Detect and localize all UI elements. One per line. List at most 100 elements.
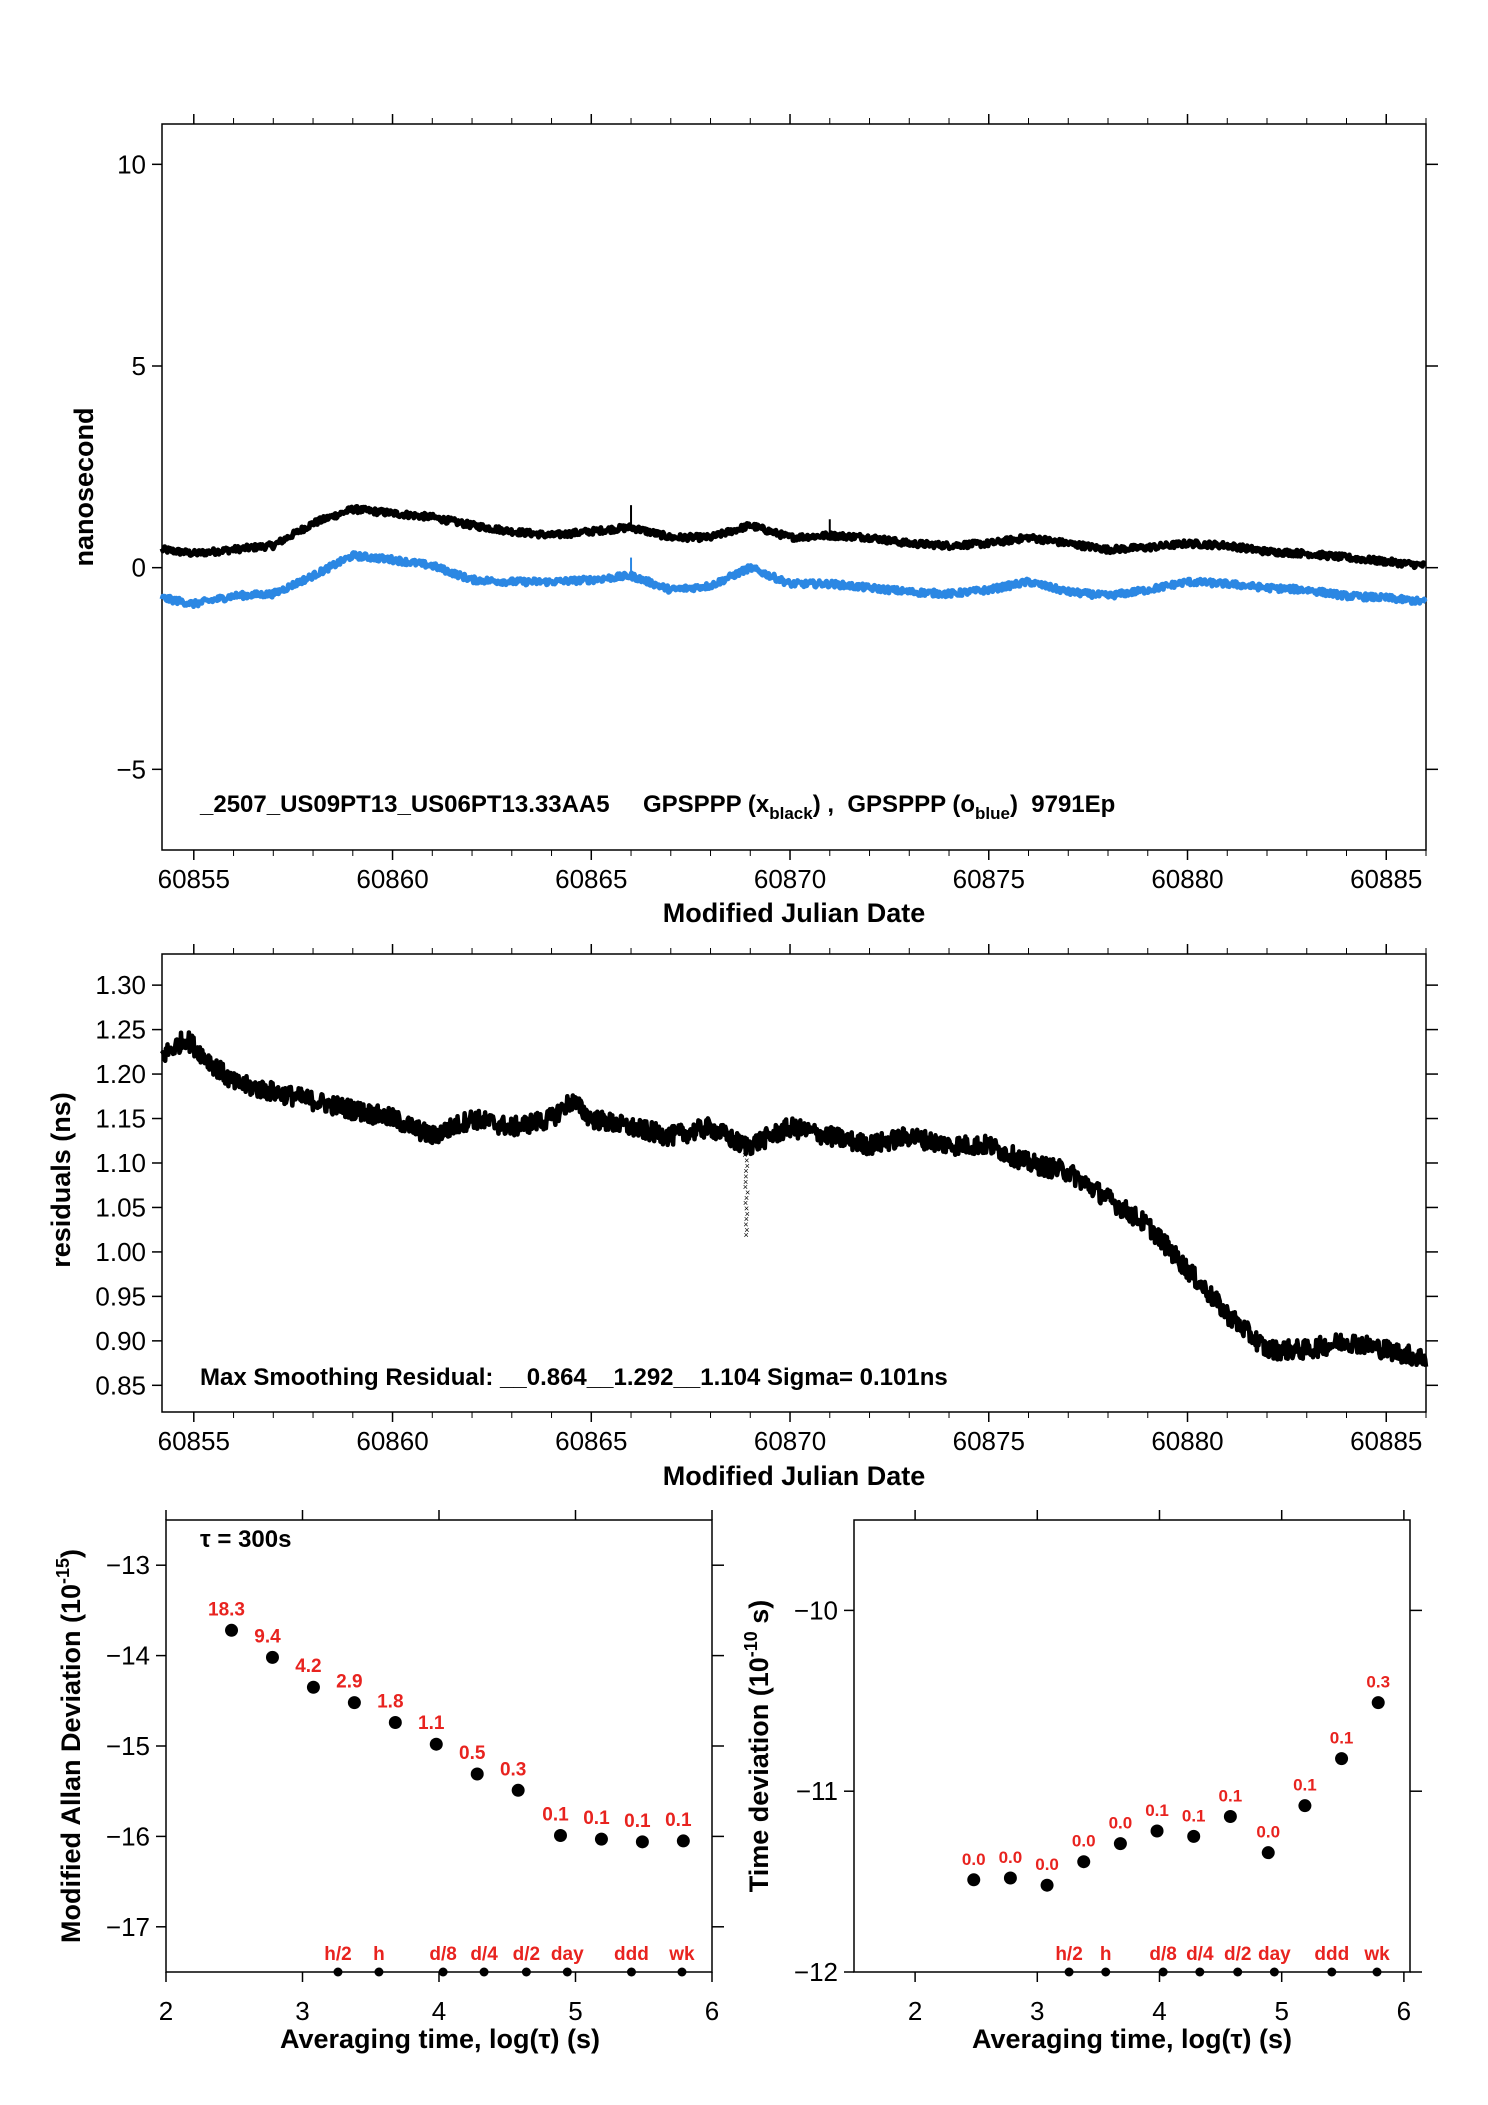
y-tick-label: −12 — [794, 1957, 838, 1987]
interval-marker — [479, 1967, 489, 1977]
interval-marker — [626, 1967, 636, 1977]
residual-dip-marker: × — [744, 1193, 749, 1203]
panel1-frame — [161, 123, 1427, 851]
interval-marker — [1372, 1967, 1382, 1977]
deviation-point — [1223, 1810, 1237, 1824]
residual-dip-marker: × — [744, 1134, 749, 1144]
residual-dip-marker: × — [745, 1161, 750, 1171]
panel4-xlabel: Averaging time, log(τ) (s) — [972, 2024, 1292, 2054]
y-tick-label: 0.85 — [95, 1370, 146, 1400]
point-label: 0.1 — [665, 1810, 692, 1831]
y-tick-label: −11 — [796, 1776, 838, 1806]
residual-dip-marker: × — [744, 1155, 749, 1165]
residual-dip-marker: × — [744, 1225, 749, 1235]
interval-label: d/2 — [513, 1944, 540, 1965]
x-tick-label: 60875 — [953, 1426, 1025, 1456]
interval-label: h/2 — [324, 1944, 351, 1965]
residual-dip-marker: × — [744, 1139, 749, 1149]
point-label: 0.3 — [1366, 1673, 1390, 1692]
interval-marker — [1269, 1967, 1279, 1977]
x-tick-label: 6 — [705, 1996, 719, 2026]
point-label: 18.3 — [208, 1599, 245, 1620]
x-tick-label: 60880 — [1151, 864, 1223, 894]
panel3-ylabel: Modified Allan Deviation (10-15) — [53, 1549, 86, 1943]
point-label: 4.2 — [295, 1656, 321, 1677]
point-label: 0.1 — [1145, 1801, 1169, 1820]
y-tick-label: 0.95 — [95, 1281, 146, 1311]
residual-dip-marker: × — [743, 1166, 748, 1176]
deviation-point — [388, 1715, 402, 1729]
interval-label: wk — [668, 1944, 695, 1965]
point-label: 0.0 — [1109, 1814, 1133, 1833]
residual-dip-marker: × — [745, 1187, 750, 1197]
y-tick-label: 1.15 — [95, 1104, 146, 1134]
point-label: 0.1 — [624, 1811, 651, 1832]
residual-dip-marker: × — [743, 1177, 748, 1187]
ticks-layer: 60855 60860 60865 60870 60875 60880 60885 −5 0 5 1… — [95, 114, 1438, 2026]
interval-marker — [562, 1967, 572, 1977]
interval-marker — [1233, 1967, 1243, 1977]
deviation-point — [225, 1623, 239, 1637]
x-tick-label: 60880 — [1151, 1426, 1223, 1456]
point-label: 0.0 — [1256, 1823, 1280, 1842]
y-tick-label: 1.05 — [95, 1192, 146, 1222]
residual-dip-marker: × — [743, 1182, 748, 1192]
interval-marker — [1101, 1967, 1111, 1977]
point-label: 0.1 — [1330, 1729, 1354, 1748]
deviation-point — [967, 1873, 981, 1887]
deviation-point — [676, 1834, 690, 1848]
interval-label: ddd — [614, 1944, 649, 1965]
deviation-point — [1003, 1871, 1017, 1885]
interval-label: h — [373, 1944, 385, 1965]
interval-label: d/4 — [470, 1944, 498, 1965]
interval-marker — [1158, 1967, 1168, 1977]
panel3-tau-note: τ = 300s — [200, 1526, 291, 1553]
deviation-point — [306, 1680, 320, 1694]
x-tick-label: 60860 — [356, 1426, 428, 1456]
point-label: 0.1 — [1219, 1787, 1243, 1806]
deviation-point — [511, 1783, 525, 1797]
panel1-ylabel: nanosecond — [69, 407, 99, 566]
deviation-point — [1150, 1824, 1164, 1838]
deviation-point — [347, 1696, 361, 1710]
x-tick-label: 3 — [1030, 1996, 1044, 2026]
x-tick-label: 2 — [159, 1996, 173, 2026]
y-tick-label: −14 — [106, 1641, 150, 1671]
interval-marker — [333, 1967, 343, 1977]
interval-label: d/4 — [1186, 1944, 1214, 1965]
residual-dip-marker: × — [742, 1150, 747, 1160]
x-tick-label: 60855 — [158, 864, 230, 894]
x-tick-label: 60870 — [754, 1426, 826, 1456]
deviation-point — [1187, 1829, 1201, 1843]
x-tick-label: 60865 — [555, 1426, 627, 1456]
x-tick-label: 60885 — [1350, 1426, 1422, 1456]
residual-dip-marker: × — [745, 1209, 750, 1219]
deviation-point — [1113, 1837, 1127, 1851]
residual-dip-marker: × — [743, 1198, 748, 1208]
interval-label: ddd — [1314, 1944, 1349, 1965]
x-tick-label: 2 — [908, 1996, 922, 2026]
panel4-ylabel: Time deviation (10-10 s) — [741, 1600, 774, 1893]
panel2-xlabel: Modified Julian Date — [663, 1461, 926, 1491]
deviation-point — [429, 1737, 443, 1751]
deviation-point — [265, 1650, 279, 1664]
point-label: 0.0 — [999, 1848, 1023, 1867]
interval-marker — [1195, 1967, 1205, 1977]
interval-label: day — [1258, 1944, 1291, 1965]
x-tick-label: 60885 — [1350, 864, 1422, 894]
x-tick-label: 4 — [1152, 1996, 1166, 2026]
y-tick-label: 1.25 — [95, 1015, 146, 1045]
deviation-point — [635, 1835, 649, 1849]
interval-marker — [1327, 1967, 1337, 1977]
point-label: 0.0 — [962, 1850, 986, 1869]
x-tick-label: 60865 — [555, 864, 627, 894]
y-tick-label: 0.90 — [95, 1326, 146, 1356]
panel4-frame — [853, 1519, 1411, 1973]
deviation-point — [553, 1828, 567, 1842]
y-tick-label: 1.30 — [95, 970, 146, 1000]
point-label: 0.0 — [1035, 1855, 1059, 1874]
point-label: 1.1 — [418, 1713, 445, 1734]
interval-label: d/8 — [1149, 1944, 1176, 1965]
panel2-annotation: Max Smoothing Residual: __0.864__1.292__… — [200, 1364, 948, 1391]
interval-marker — [1064, 1967, 1074, 1977]
